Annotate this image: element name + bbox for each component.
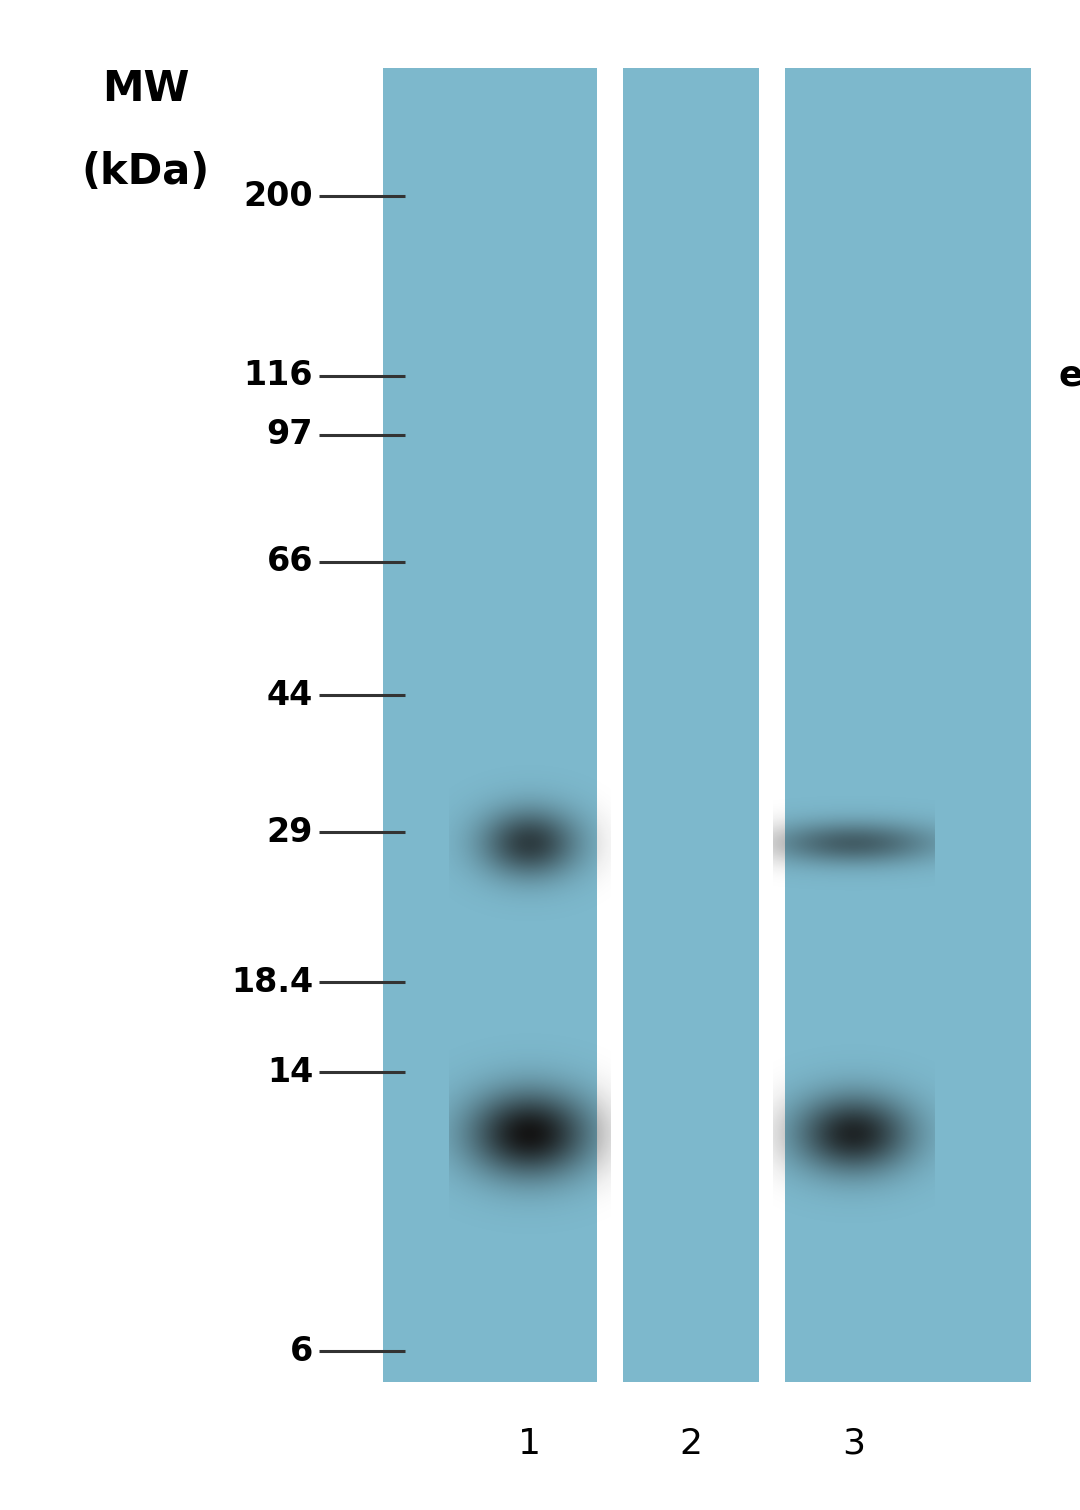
Text: MW: MW <box>103 68 189 110</box>
Text: eIF3B: eIF3B <box>1058 359 1080 393</box>
Bar <box>597 68 623 1382</box>
Text: 66: 66 <box>267 545 313 578</box>
Text: 116: 116 <box>244 359 313 393</box>
Text: 97: 97 <box>267 418 313 451</box>
Text: (kDa): (kDa) <box>82 151 210 193</box>
Text: 18.4: 18.4 <box>231 966 313 998</box>
Text: 44: 44 <box>267 678 313 711</box>
Text: 1: 1 <box>517 1427 541 1462</box>
Text: 2: 2 <box>679 1427 703 1462</box>
Text: 200: 200 <box>244 180 313 213</box>
Text: 14: 14 <box>267 1055 313 1089</box>
Text: 29: 29 <box>267 815 313 849</box>
Text: 3: 3 <box>841 1427 865 1462</box>
Bar <box>759 68 785 1382</box>
Bar <box>383 68 1031 1382</box>
Text: 6: 6 <box>289 1335 313 1368</box>
